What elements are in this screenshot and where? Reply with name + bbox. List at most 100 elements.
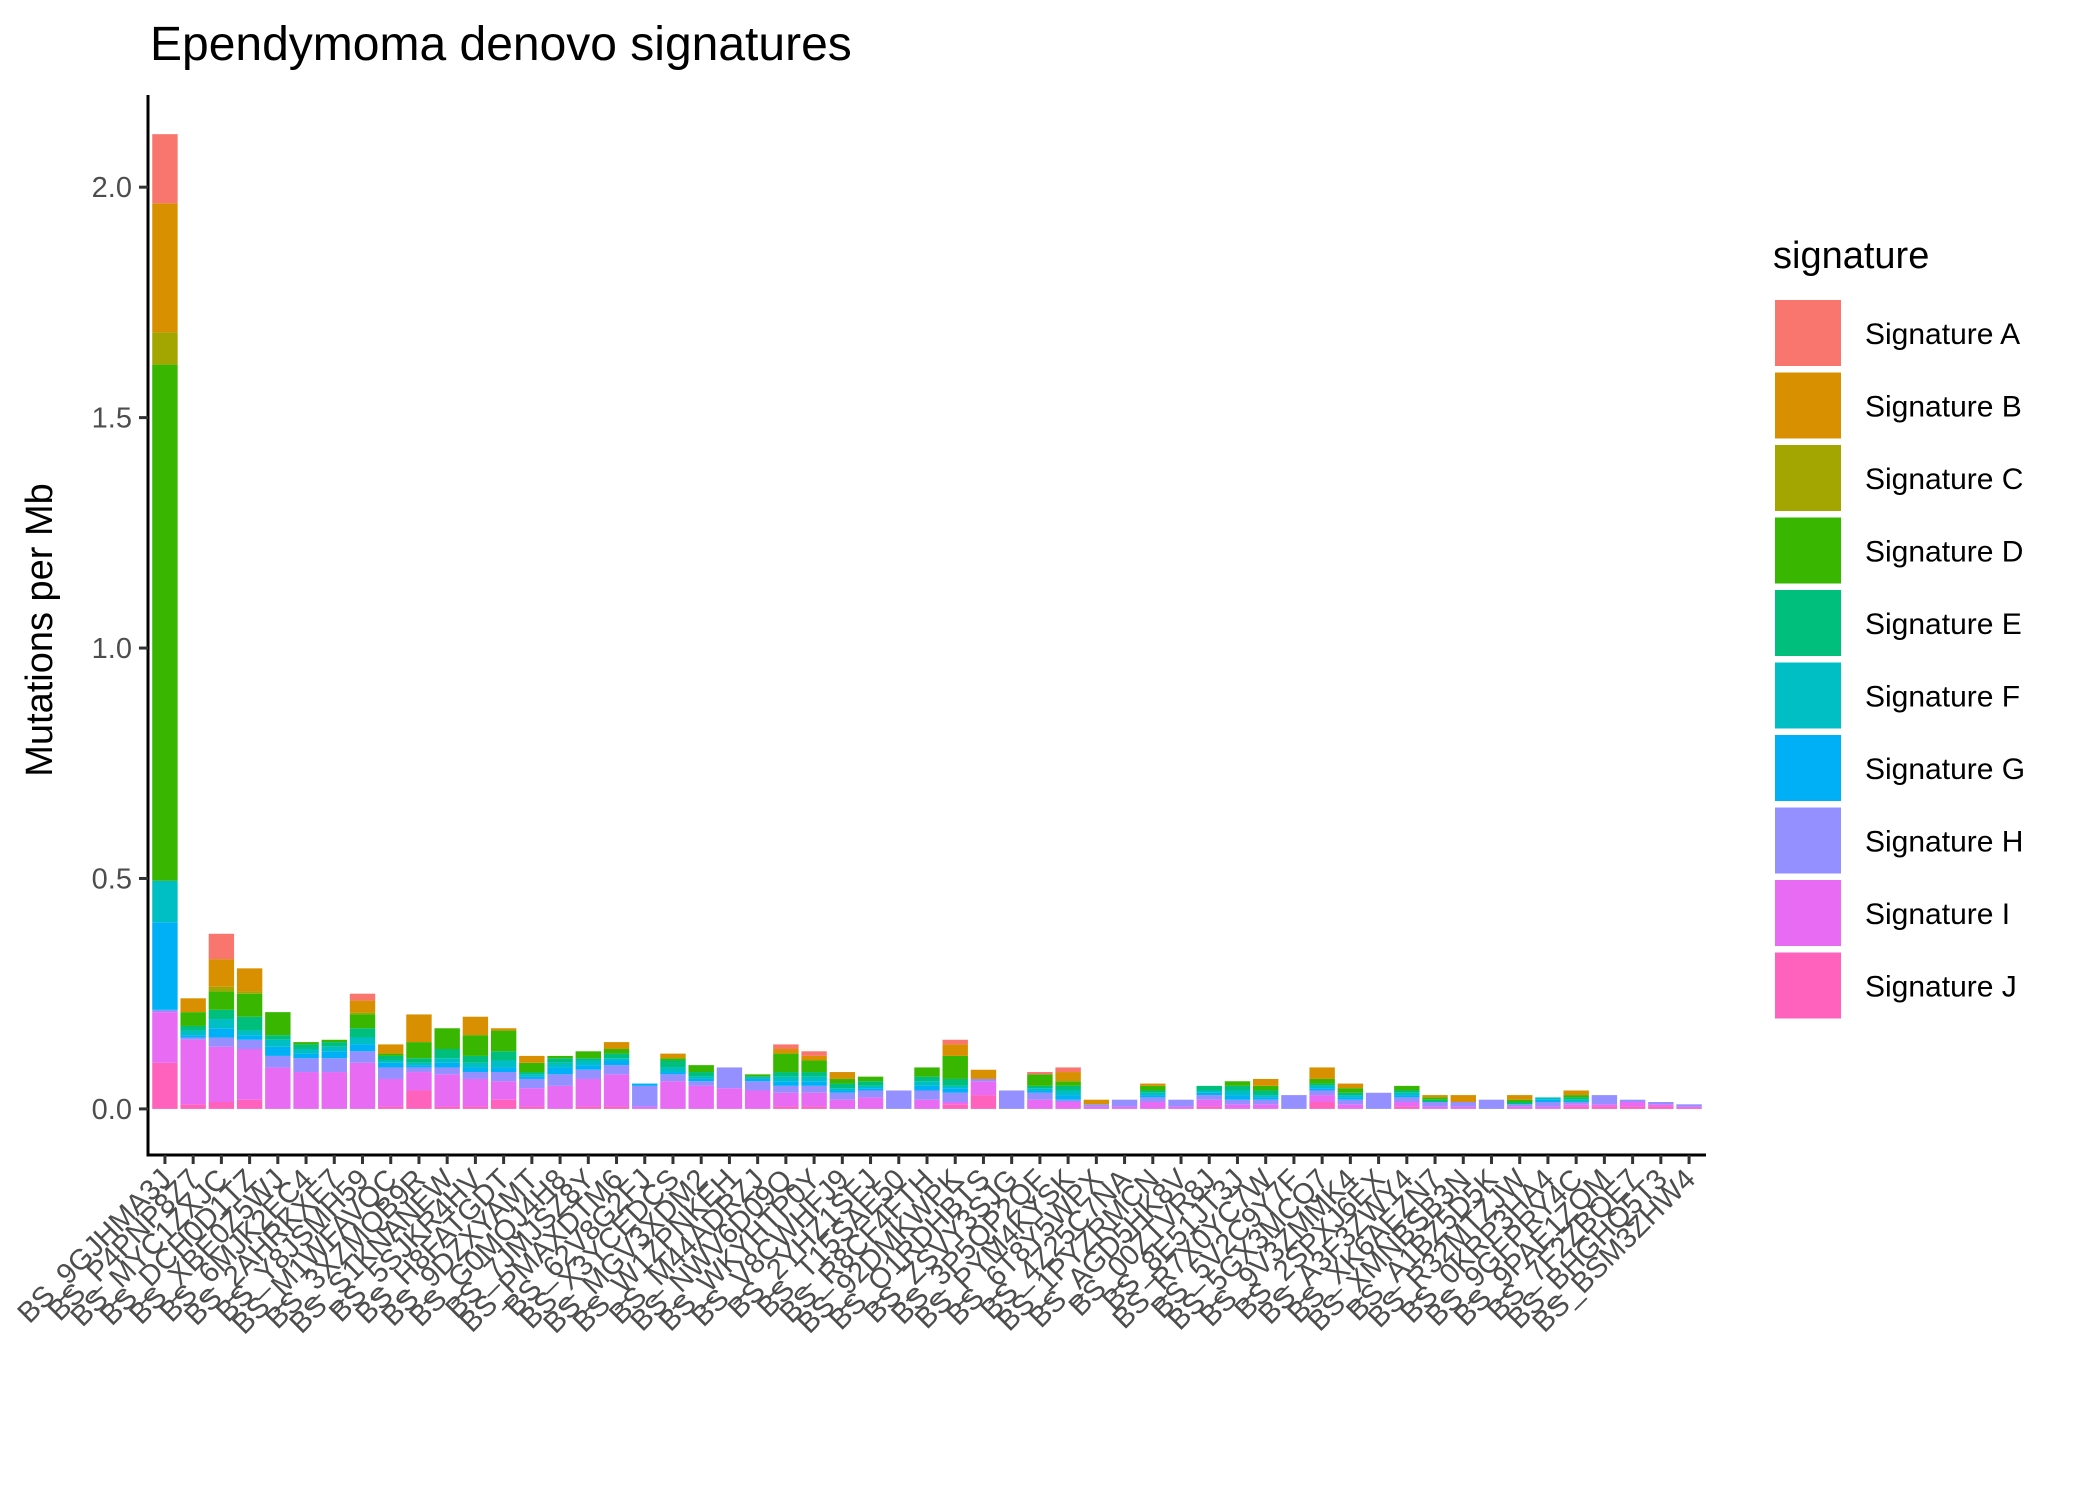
bar-segment-BS_Y8JSMH59-signature-h [349, 1051, 376, 1063]
bar-segment-BS_9GFPRY4C-signature-j [1563, 1106, 1589, 1109]
bar-segment-BS_9V3ZMMK4-signature-i [1337, 1104, 1364, 1109]
bar-segment-BS_PMAXDTM6-signature-i [603, 1074, 630, 1107]
bar-segment-BS_W1ZPNKEH-signature-i [716, 1088, 743, 1109]
bar-segment-BS_3XZMQB9R-signature-h [406, 1067, 432, 1073]
legend-key-signature-a [1775, 300, 1841, 366]
bar-segment-BS_X3YCEDCS-signature-b [660, 1053, 686, 1059]
bar-segment-BS_3P5QP2QF-signature-f [1027, 1088, 1053, 1091]
bar-segment-BS_92DMKWPK-signature-g [942, 1088, 968, 1093]
bar-segment-BS_M44ADRZJ-signature-f [744, 1076, 771, 1079]
bar-segment-BS_MYC1ZXJC-signature-f [208, 1019, 235, 1029]
bar-segment-BS_5SJKR4HV-signature-e [462, 1055, 489, 1063]
bar-segment-BS_62V8G2FJ-signature-h [632, 1085, 658, 1107]
bar-segment-BS_00ZTVR8J-signature-j [1196, 1106, 1222, 1109]
bar-segment-BS_Y8JSMH59-signature-g [349, 1044, 376, 1052]
bar-segment-BS_3P5QP2QF-signature-i [1027, 1099, 1053, 1109]
bar-segment-BS_PYM4KYSK-signature-h [1055, 1099, 1081, 1102]
bar-segment-BS_H8FATGDT-signature-j [490, 1099, 517, 1109]
bar-segment-BS_NWV6D09Q-signature-g [773, 1081, 799, 1086]
bar-segment-BS_7JMJSZ8Y-signature-d [575, 1051, 601, 1059]
bar-segment-BS_9GFPRY4C-signature-d [1563, 1095, 1589, 1098]
bar-segment-BS_S1KNANEW-signature-j [434, 1106, 460, 1109]
bar-segment-BS_M44ADRZJ-signature-g [744, 1078, 771, 1082]
bar-segment-BS_92DMKWPK-signature-a [942, 1039, 968, 1045]
bar-segment-BS_P4PNP8Z7-signature-b [180, 998, 206, 1013]
bar-segment-BS_R32MTZJW-signature-h [1507, 1104, 1533, 1107]
axes-group [146, 95, 1706, 1157]
bar-segment-BS_MGV3XDM2-signature-i [688, 1085, 714, 1109]
bar-segment-BS_8E51JT3J-signature-e [1224, 1085, 1251, 1091]
bar-segment-BS_9GJHMA3J-signature-c [152, 332, 178, 365]
bar-segment-BS_V8CWHFJ9-signature-f [829, 1088, 856, 1091]
bar-segment-BS_00ZTVR8J-signature-g [1196, 1092, 1222, 1096]
bar-segment-BS_Y8JSMH59-signature-d [349, 1014, 376, 1029]
bar-segment-BS_V8CWHFJ9-signature-h [829, 1092, 856, 1100]
bar-segment-BS_XK6AEZN7-signature-e [1422, 1099, 1448, 1102]
bar-segment-BS_4Z25C7NA-signature-h [1111, 1099, 1138, 1107]
bar-segment-BS_S1KNANEW-signature-h [434, 1067, 460, 1075]
bar-segment-BS_9V3ZMMK4-signature-e [1337, 1092, 1364, 1096]
bar-segment-BS_WKYHTP0Y-signature-f [801, 1076, 827, 1082]
bar-segment-BS_PYM4KYSK-signature-f [1055, 1090, 1081, 1096]
bar-segment-BS_62V8G2FJ-signature-g [632, 1083, 658, 1086]
bar-segment-BS_9V3ZMMK4-signature-d [1337, 1088, 1364, 1093]
bar-segment-BS_2AHRKXE7-signature-e [321, 1042, 347, 1047]
bar-segment-BS_6T8Y5WPX-signature-i [1083, 1106, 1110, 1109]
bar-segment-BS_DCH0D1TZ-signature-f [236, 1030, 263, 1036]
bar-segment-BS_P4PNP8Z7-signature-g [180, 1035, 206, 1038]
bar-segment-BS_NWV6D09Q-signature-i [773, 1092, 799, 1107]
bars-group [152, 134, 1702, 1109]
bar-segment-BS_MYC1ZXJC-signature-e [208, 1009, 235, 1020]
bar-segment-BS_6MJK2EC4-signature-e [293, 1044, 319, 1049]
bar-segment-BS_9PAE1ZQM-signature-j [1591, 1106, 1618, 1109]
bar-segment-BS_9DZXYAMT-signature-e [519, 1072, 545, 1075]
bar-segment-BS_WKYHTP0Y-signature-i [801, 1092, 827, 1107]
bar-segment-BS_3P5QP2QF-signature-e [1027, 1085, 1053, 1089]
bar-segment-BS_S1KNANEW-signature-e [434, 1049, 460, 1059]
bar-segment-BS_NWV6D09Q-signature-d [773, 1053, 799, 1073]
bar-segment-BS_8E51JT3J-signature-d [1224, 1081, 1251, 1086]
bar-segment-BS_NWV6D09Q-signature-a [773, 1044, 799, 1049]
bar-segment-BS_9V3ZMMK4-signature-b [1337, 1083, 1364, 1089]
legend-label: Signature B [1865, 391, 2022, 424]
y-axis-title: Mutations per Mb [19, 483, 61, 777]
bar-segment-BS_MGV3XDM2-signature-d [688, 1065, 714, 1073]
legend-label: Signature A [1865, 318, 2020, 351]
bar-segment-BS_92DMKWPK-signature-d [942, 1055, 968, 1079]
bar-segment-BS_5SJKR4HV-signature-i [462, 1078, 489, 1107]
bar-segment-BS_6T8Y5WPX-signature-b [1083, 1099, 1110, 1105]
legend-key-signature-b [1775, 372, 1841, 439]
bar-segment-BS_S1KNANEW-signature-i [434, 1074, 460, 1107]
bar-segment-BS_X3YCEDCS-signature-i [660, 1081, 686, 1109]
bar-segment-BS_R8CF4FTH-signature-d [914, 1067, 940, 1077]
bar-segment-BS_R32MTZJW-signature-b [1507, 1095, 1533, 1100]
bar-segment-BS_R8CF4FTH-signature-h [914, 1090, 940, 1100]
bar-segment-BS_3XZMQB9R-signature-b [406, 1014, 432, 1043]
bar-segment-BS_9GFPRY4C-signature-b [1563, 1090, 1589, 1096]
bar-segment-BS_62V8G2FJ-signature-i [632, 1106, 658, 1109]
bar-segment-BS_XMNBSB3N-signature-h [1450, 1102, 1476, 1107]
bar-segment-BS_H8FATGDT-signature-d [490, 1030, 517, 1052]
bar-segment-BS_92DMKWPK-signature-b [942, 1044, 968, 1056]
bar-segment-BS_XBE0Z5WJ-signature-e [265, 1035, 291, 1040]
bar-segment-BS_NWV6D09Q-signature-j [773, 1106, 799, 1109]
bar-segment-BS_5SJKR4HV-signature-d [462, 1035, 489, 1056]
bar-segment-BS_R7X0YC7W-signature-d [1252, 1085, 1279, 1091]
bar-segment-BS_H8FATGDT-signature-b [490, 1028, 517, 1031]
bar-segment-BS_G0MQJ4H8-signature-h [547, 1074, 573, 1086]
bar-segment-BS_BSM3ZHW4-signature-j [1676, 1107, 1702, 1109]
bar-segment-BS_BHGHQ5T3-signature-j [1648, 1106, 1674, 1109]
bar-segment-BS_9GFPRY4C-signature-i [1563, 1104, 1589, 1107]
bar-segment-BS_7JMJSZ8Y-signature-h [575, 1069, 601, 1079]
bar-segment-BS_MYC1ZXJC-signature-h [208, 1037, 235, 1047]
bar-segment-BS_DCH0D1TZ-signature-b [236, 968, 263, 992]
bar-segment-BS_1PYZRMCN-signature-b [1140, 1083, 1166, 1086]
bar-segment-BS_9DZXYAMT-signature-h [519, 1078, 545, 1089]
bar-segment-BS_XBE0Z5WJ-signature-g [265, 1046, 291, 1056]
bar-segment-BS_9GJHMA3J-signature-g [152, 922, 178, 1010]
bar-segment-BS_WKYHTP0Y-signature-a [801, 1051, 827, 1056]
bar-segment-BS_NWV6D09Q-signature-h [773, 1085, 799, 1093]
bar-segment-BS_92DMKWPK-signature-e [942, 1078, 968, 1086]
bar-segment-BS_1PYZRMCN-signature-i [1140, 1102, 1166, 1109]
bar-segment-BS_M1WFAVQC-signature-g [378, 1062, 404, 1068]
